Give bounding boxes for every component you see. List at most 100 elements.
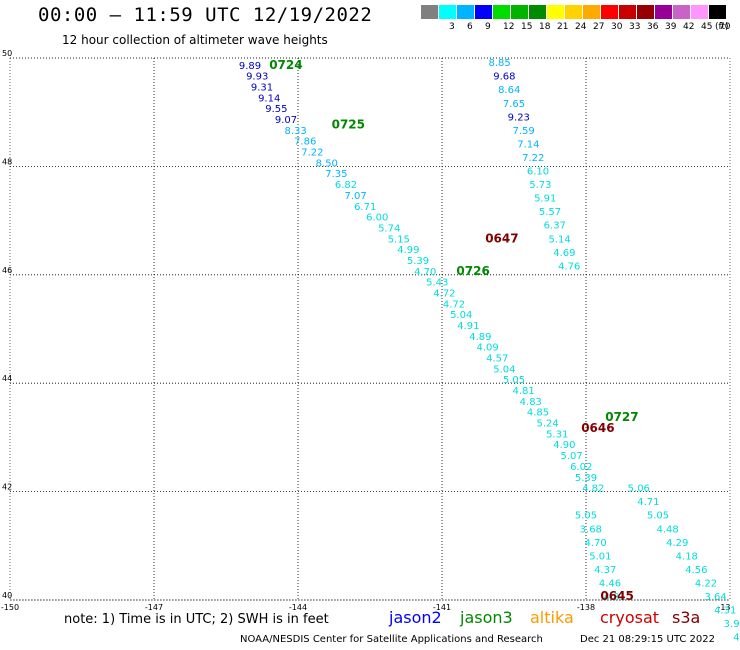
legend-swatch xyxy=(709,5,726,19)
swh-value-label: 7.35 xyxy=(325,169,347,180)
legend-swatch xyxy=(439,5,456,19)
lat-tick-label: 46 xyxy=(2,266,12,275)
satellite-name-cryosat: cryosat xyxy=(600,608,660,627)
swh-value-label: 4.71 xyxy=(637,497,659,508)
swh-value-label: 5.04 xyxy=(493,364,515,375)
swh-value-label: 3.68 xyxy=(580,524,602,535)
lon-tick-label: -147 xyxy=(145,603,163,612)
swh-value-label: 4.31 xyxy=(714,606,736,617)
legend-label: 30 xyxy=(611,22,623,32)
legend-swatch xyxy=(475,5,492,19)
track-time-label: 0647 xyxy=(485,231,518,245)
swh-value-label: 5.74 xyxy=(378,223,400,234)
swh-value-label: 4.83 xyxy=(520,397,542,408)
legend-label: 6 xyxy=(467,22,473,32)
lat-tick-label: 40 xyxy=(2,591,12,600)
swh-value-label: 5.01 xyxy=(589,551,611,562)
lat-tick-label: 48 xyxy=(2,157,12,166)
track-labels: 07240725072607270728064706460645 xyxy=(269,58,638,603)
footer-note: note: 1) Time is in UTC; 2) SWH is in fe… xyxy=(64,612,329,627)
legend-label: 12 xyxy=(503,22,515,32)
lat-tick-label: 44 xyxy=(2,374,12,383)
lat-tick-label: 50 xyxy=(2,49,12,58)
swh-value-label: 9.89 xyxy=(239,61,261,72)
swh-value-label: 4.72 xyxy=(433,288,455,299)
swh-value-label: 4.90 xyxy=(553,440,575,451)
track-time-label: 0726 xyxy=(456,264,489,278)
swh-value-label: 4.91 xyxy=(457,321,479,332)
swh-value-label: 5.57 xyxy=(539,207,561,218)
swh-value-label: 4.70 xyxy=(584,538,606,549)
swh-value-label: 8.64 xyxy=(498,85,520,96)
swh-value-label: 4.37 xyxy=(594,565,616,576)
swh-value-label: 7.14 xyxy=(517,139,539,150)
satellite-name-s3a: s3a xyxy=(672,608,701,627)
satellite-name-altika: altika xyxy=(530,608,574,627)
legend-swatch xyxy=(421,5,438,19)
track-time-label: 0725 xyxy=(332,117,365,131)
swh-value-label: 8.33 xyxy=(284,126,306,137)
legend-label: 36 xyxy=(647,22,659,32)
swh-value-label: 4.48 xyxy=(656,524,678,535)
swh-value-label: 3.64 xyxy=(704,592,726,603)
swh-value-label: 4.18 xyxy=(676,551,698,562)
swh-value-label: 3.97 xyxy=(724,619,740,630)
swh-value-label: 9.68 xyxy=(493,72,515,83)
legend-label: 27 xyxy=(593,22,605,32)
swh-value-label: 6.02 xyxy=(570,462,592,473)
track-time-label: 0646 xyxy=(581,421,614,435)
swh-value-label: 5.05 xyxy=(575,511,597,522)
swh-value-label: 6.82 xyxy=(335,180,357,191)
legend-label: 18 xyxy=(539,22,551,32)
swh-value-label: 8.50 xyxy=(316,158,338,169)
swh-value-label: 7.07 xyxy=(344,191,366,202)
swh-points: 9.899.939.319.149.559.078.337.867.228.50… xyxy=(239,58,740,644)
legend-swatch xyxy=(565,5,582,19)
swh-value-label: 4.85 xyxy=(527,408,549,419)
credit-text: NOAA/NESDIS Center for Satellite Applica… xyxy=(240,634,543,645)
track-time-label: 0727 xyxy=(605,410,638,424)
swh-value-label: 4.82 xyxy=(582,484,604,495)
generation-timestamp: Dec 21 08:29:15 UTC 2022 xyxy=(580,634,715,645)
lon-tick-label: -150 xyxy=(1,603,19,612)
lon-tick-label: -138 xyxy=(577,603,595,612)
swh-value-label: 5.39 xyxy=(575,473,597,484)
legend-swatch xyxy=(601,5,618,19)
swh-value-label: 4.89 xyxy=(469,332,491,343)
satellite-name-jason2: jason2 xyxy=(389,608,442,627)
satellite-name-jason3: jason3 xyxy=(460,608,513,627)
swh-value-label: 5.31 xyxy=(546,429,568,440)
map-grid xyxy=(9,57,731,601)
swh-value-label: 5.39 xyxy=(407,256,429,267)
swh-value-label: 9.23 xyxy=(508,112,530,123)
swh-value-label: 7.65 xyxy=(503,99,525,110)
swh-value-label: 7.22 xyxy=(522,153,544,164)
swh-value-label: 7.86 xyxy=(294,137,316,148)
page-subtitle: 12 hour collection of altimeter wave hei… xyxy=(62,33,328,47)
legend-swatch xyxy=(457,5,474,19)
track-time-label: 0645 xyxy=(600,589,633,603)
legend-label: 45 xyxy=(701,22,713,32)
legend-label: 9 xyxy=(485,22,491,32)
swh-value-label: 6.37 xyxy=(544,221,566,232)
legend-swatch xyxy=(655,5,672,19)
track-time-label: 0724 xyxy=(269,58,302,72)
swh-value-label: 4.81 xyxy=(512,386,534,397)
legend-unit: (ft) xyxy=(715,22,729,32)
legend-swatch xyxy=(673,5,690,19)
swh-value-label: 5.14 xyxy=(548,234,570,245)
legend-label: 33 xyxy=(629,22,641,32)
swh-value-label: 4.70 xyxy=(414,267,436,278)
lat-tick-label: 42 xyxy=(2,483,12,492)
swh-value-label: 4.46 xyxy=(599,578,621,589)
swh-value-label: 9.55 xyxy=(265,104,287,115)
legend-swatch xyxy=(493,5,510,19)
swh-value-label: 4.56 xyxy=(685,565,707,576)
swh-value-label: 4.57 xyxy=(486,354,508,365)
axis-ticks: 50 48 46 44 42 40 -150 -147 -144 -141 -138 -13 xyxy=(1,49,731,612)
legend-swatch xyxy=(547,5,564,19)
swh-value-label: 5.24 xyxy=(536,419,558,430)
swh-value-label: 4.99 xyxy=(397,245,419,256)
legend-swatch xyxy=(511,5,528,19)
